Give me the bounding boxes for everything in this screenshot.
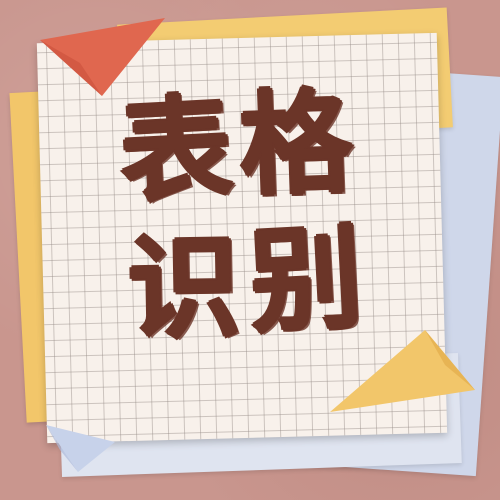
blue-folded-corner-icon bbox=[46, 425, 115, 472]
yellow-folded-corner-icon bbox=[330, 330, 475, 412]
red-folded-corner-icon bbox=[40, 18, 165, 96]
title-char-4: 别 bbox=[246, 213, 366, 349]
title-text-block: 表 格 识 别 bbox=[116, 78, 380, 375]
title-char-3: 识 bbox=[126, 223, 242, 355]
title-char-2: 格 bbox=[237, 78, 355, 212]
title-char-1: 表 bbox=[116, 83, 236, 219]
